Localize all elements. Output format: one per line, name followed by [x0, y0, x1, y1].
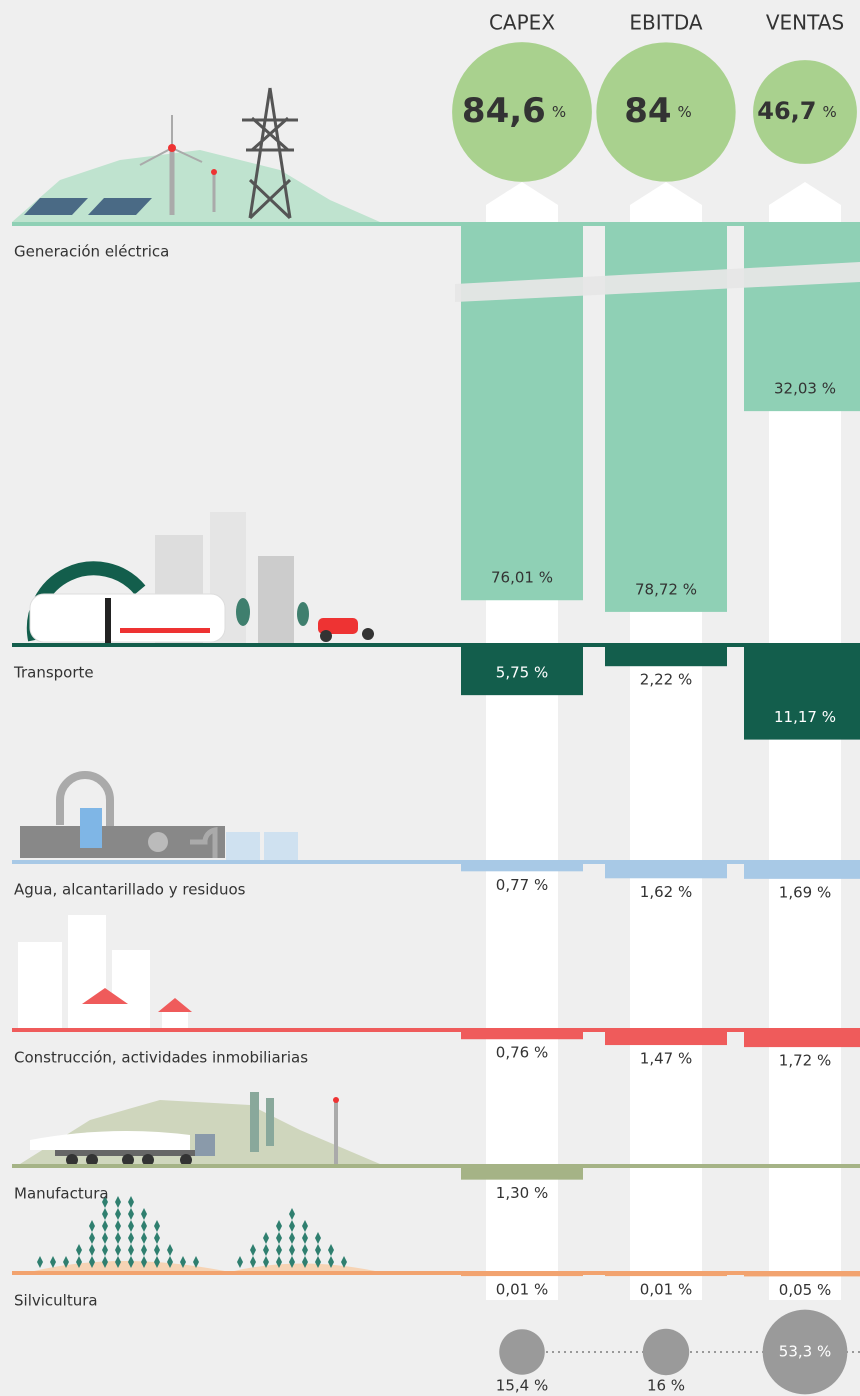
- total-unit: %: [678, 103, 692, 121]
- value-label: 0,01 %: [496, 1281, 548, 1299]
- value-label: 1,30 %: [496, 1184, 548, 1202]
- value-label: 5,75 %: [496, 664, 548, 682]
- truck-cab: [195, 1134, 215, 1156]
- tram-stripe: [120, 628, 210, 633]
- tree: [297, 602, 309, 626]
- tram-door: [105, 598, 111, 644]
- sector-line: [12, 643, 860, 647]
- total-unit: %: [552, 103, 566, 121]
- chimney: [250, 1092, 259, 1152]
- bar: [744, 1273, 860, 1276]
- value-label: 1,47 %: [640, 1050, 692, 1068]
- bar: [461, 1166, 583, 1180]
- column-title: CAPEX: [489, 11, 555, 35]
- bar: [605, 1030, 727, 1045]
- sector-line: [12, 860, 860, 864]
- infographic: CAPEX 84,6% 15,4 % EBITDA 84% 16 % VENTAS 46,7%…: [0, 0, 860, 1396]
- sector-line: [12, 1271, 860, 1275]
- column-title: VENTAS: [766, 11, 844, 35]
- sector-line: [12, 1028, 860, 1032]
- tree: [236, 598, 250, 626]
- other-label: 53,3 %: [779, 1343, 831, 1361]
- pipe-water: [80, 808, 102, 848]
- hub: [211, 169, 217, 175]
- house: [162, 1012, 188, 1028]
- value-label: 0,05 %: [779, 1281, 831, 1299]
- chimney: [266, 1098, 274, 1146]
- wheel: [362, 628, 374, 640]
- sector-name: Silvicultura: [14, 1292, 98, 1310]
- tank: [264, 832, 298, 860]
- bar: [605, 1273, 727, 1276]
- bar: [605, 862, 727, 878]
- total-unit: %: [822, 103, 836, 121]
- bar: [461, 862, 583, 871]
- value-label: 2,22 %: [640, 671, 692, 689]
- value-label: 76,01 %: [491, 569, 553, 587]
- value-label: 11,17 %: [774, 708, 836, 726]
- hub: [333, 1097, 339, 1103]
- value-label: 0,01 %: [640, 1281, 692, 1299]
- tram: [30, 594, 225, 642]
- valve: [148, 832, 168, 852]
- sector-line: [12, 222, 860, 226]
- sector-name: Agua, alcantarillado y residuos: [14, 881, 246, 899]
- sector-name: Generación eléctrica: [14, 243, 169, 261]
- total-value: 84: [624, 91, 671, 131]
- bar: [744, 862, 860, 879]
- value-label: 78,72 %: [635, 580, 697, 598]
- other-label: 15,4 %: [496, 1377, 548, 1395]
- sector-name: Transporte: [13, 664, 94, 682]
- house: [86, 1004, 124, 1028]
- hub: [168, 144, 176, 152]
- column-title: EBITDA: [629, 11, 703, 35]
- total-value: 84,6: [462, 91, 546, 131]
- value-label: 0,76 %: [496, 1044, 548, 1062]
- sector-line: [12, 1164, 860, 1168]
- other-label: 16 %: [647, 1377, 685, 1395]
- bar: [461, 1273, 583, 1276]
- value-label: 0,77 %: [496, 876, 548, 894]
- sector-name: Construcción, actividades inmobiliarias: [14, 1049, 308, 1067]
- wheel: [320, 630, 332, 642]
- value-label: 1,62 %: [640, 883, 692, 901]
- other-circle: [643, 1329, 689, 1375]
- sector-name: Manufactura: [14, 1185, 109, 1203]
- building: [18, 942, 62, 1028]
- value-label: 32,03 %: [774, 380, 836, 398]
- tank: [226, 832, 260, 860]
- bar: [605, 645, 727, 666]
- other-circle: [499, 1329, 545, 1375]
- value-label: 1,72 %: [779, 1052, 831, 1070]
- total-value: 46,7: [757, 97, 816, 125]
- bar: [461, 1030, 583, 1039]
- bar: [744, 1030, 860, 1047]
- building: [258, 556, 294, 645]
- value-label: 1,69 %: [779, 883, 831, 901]
